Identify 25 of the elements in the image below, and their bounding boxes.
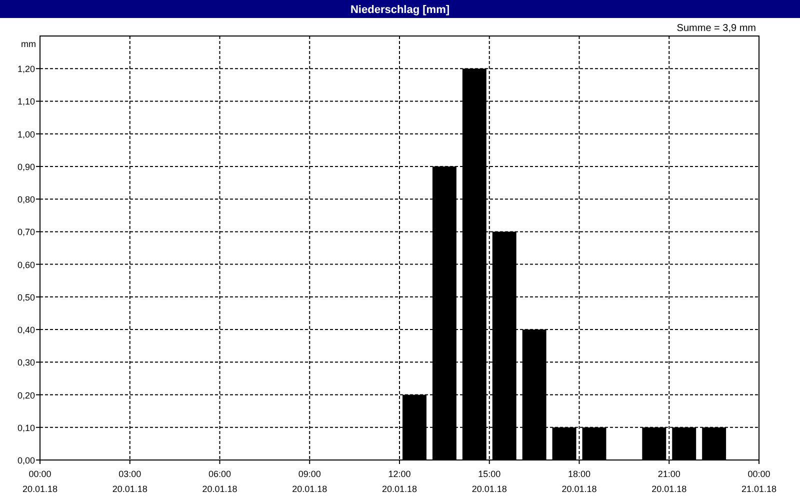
y-tick-label: 0,60 bbox=[17, 260, 35, 270]
text: Summe = 3,9 mm bbox=[676, 23, 756, 34]
x-tick-label: 18:00 20.01.18 bbox=[562, 469, 597, 494]
x-tick-label: 09:00 20.01.18 bbox=[292, 469, 328, 494]
x-tick-label: 21:00 20.01.18 bbox=[652, 469, 687, 494]
y-tick-label: 0,50 bbox=[17, 292, 35, 302]
y-axis-title: mm bbox=[21, 39, 36, 49]
y-tick-label: 1,10 bbox=[17, 96, 35, 107]
y-tick-label: 0,40 bbox=[17, 325, 35, 336]
chart-title: Niederschlag [mm] bbox=[350, 4, 450, 16]
y-tick-label: 0,30 bbox=[17, 358, 35, 368]
y-tick-label: 0,10 bbox=[17, 422, 35, 433]
y-tick-label: 0,90 bbox=[17, 162, 35, 172]
y-tick-label: 0,70 bbox=[17, 227, 35, 238]
y-tick-label: 1,00 bbox=[17, 129, 35, 140]
x-tick-label: 12:00 20.01.18 bbox=[382, 469, 418, 494]
x-tick-label: 00:00 21.01.18 bbox=[741, 469, 777, 494]
x-tick-label: 03:00 20.01.18 bbox=[112, 469, 148, 494]
y-tick-label: 1,20 bbox=[17, 64, 35, 74]
y-tick-label: 0,80 bbox=[17, 194, 35, 205]
y-tick-label: 0,20 bbox=[17, 390, 35, 400]
x-tick-label: 15:00 20.01.18 bbox=[472, 469, 507, 494]
x-tick-label: 06:00 20.01.18 bbox=[202, 469, 238, 494]
y-tick-label: 0,00 bbox=[17, 456, 35, 466]
x-tick-label: 00:00 20.01.18 bbox=[22, 469, 58, 494]
